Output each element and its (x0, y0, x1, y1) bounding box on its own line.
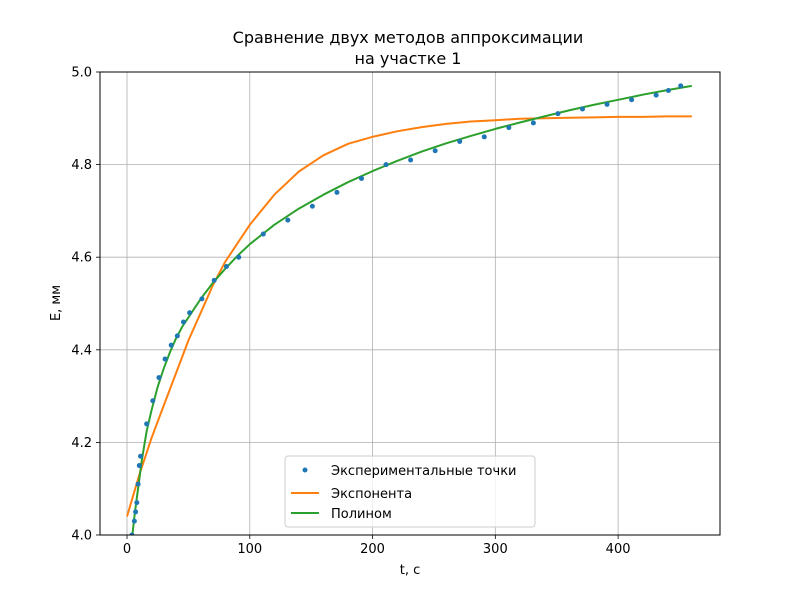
experimental-point (383, 162, 389, 168)
experimental-point (133, 509, 139, 515)
x-tick-label: 0 (123, 542, 131, 557)
experimental-point (604, 101, 610, 107)
legend-label-exponent: Экспонента (331, 487, 412, 502)
chart-title-line-2: на участке 1 (355, 49, 462, 68)
experimental-point (162, 356, 168, 362)
experimental-point (134, 500, 140, 506)
series-layer (126, 83, 692, 535)
y-tick-label: 4.2 (71, 436, 92, 451)
experimental-point (156, 375, 162, 381)
experimental-point (334, 189, 340, 195)
legend-label-experimental: Экспериментальные точки (331, 464, 517, 479)
x-tick-label: 100 (237, 542, 262, 557)
experimental-point (150, 398, 156, 404)
experimental-point (211, 277, 217, 283)
experimental-point (260, 231, 266, 237)
experimental-point (579, 106, 585, 112)
experimental-point (629, 97, 635, 103)
y-axis-ticks: 4.0 4.2 4.4 4.6 4.8 5.0 (71, 66, 100, 544)
experimental-point (530, 120, 536, 126)
legend-marker-experimental (302, 467, 308, 473)
experimental-point (199, 296, 205, 302)
series-exponent-line (126, 115, 692, 517)
experimental-point (129, 532, 135, 535)
experimental-point (144, 421, 150, 427)
experimental-point (136, 463, 142, 469)
experimental-point (309, 203, 315, 209)
experimental-point (506, 125, 512, 131)
chart-title-line-1: Сравнение двух методов аппроксимации (233, 28, 584, 47)
experimental-point (138, 453, 144, 459)
y-axis-label: E, мм (49, 285, 64, 321)
legend: Экспериментальные точки Экспонента Полин… (284, 455, 536, 528)
x-axis-label: t, с (400, 563, 421, 578)
legend-label-polynomial: Полином (331, 507, 392, 522)
experimental-point (236, 254, 242, 260)
x-axis-ticks: 0 100 200 300 400 (123, 535, 631, 557)
x-tick-label: 400 (606, 542, 631, 557)
experimental-point (432, 148, 438, 154)
y-tick-label: 4.4 (71, 343, 92, 358)
experimental-point (135, 481, 141, 487)
x-tick-label: 300 (483, 542, 508, 557)
y-tick-label: 4.8 (71, 158, 92, 173)
experimental-point (678, 83, 684, 89)
experimental-point (665, 88, 671, 94)
experimental-point (131, 518, 137, 524)
experimental-point (168, 342, 174, 348)
experimental-point (223, 263, 229, 269)
y-tick-label: 4.0 (71, 529, 92, 544)
plot-area-frame (99, 71, 721, 536)
experimental-point (408, 157, 414, 163)
plot-series-group (126, 83, 692, 535)
experimental-point (180, 319, 186, 325)
experimental-point (285, 217, 291, 223)
legend-box (284, 455, 536, 528)
y-tick-label: 5.0 (71, 66, 92, 81)
experimental-point (555, 111, 561, 117)
experimental-point (359, 175, 365, 181)
experimental-point (457, 138, 463, 144)
y-tick-label: 4.6 (71, 251, 92, 266)
experimental-point (653, 92, 659, 98)
experimental-point (481, 134, 487, 140)
x-tick-label: 200 (360, 542, 385, 557)
experimental-point (174, 333, 180, 339)
experimental-point (187, 310, 193, 316)
